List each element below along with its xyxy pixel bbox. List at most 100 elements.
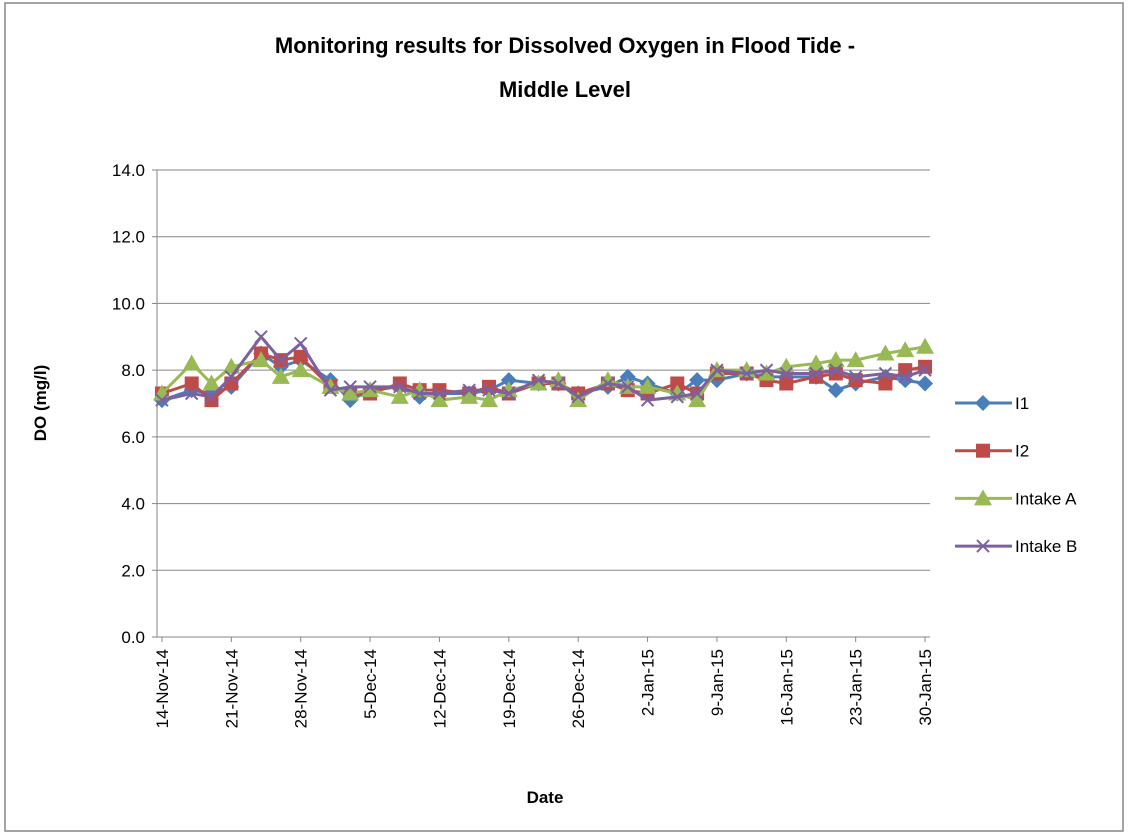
y-tick-label: 8.0 [121,361,145,380]
x-tick-label: 21-Nov-14 [222,649,241,728]
x-tick-label: 12-Dec-14 [430,649,449,728]
data-point [204,390,219,404]
x-tick-label: 28-Nov-14 [292,649,311,728]
data-point [809,366,823,381]
data-point [412,386,427,401]
data-point [569,391,588,408]
legend-label: Intake B [1015,537,1077,556]
data-point [432,386,447,401]
data-point [184,386,199,401]
chart-title: Monitoring results for Dissolved Oxygen … [275,33,855,58]
data-point [670,390,684,404]
data-point [827,382,844,399]
data-point [739,366,754,381]
data-point [779,366,794,381]
series [155,330,932,407]
data-point [807,354,826,371]
data-point [848,370,863,384]
data-point [182,354,201,371]
data-point [202,374,221,391]
legend-label: I1 [1015,394,1029,413]
data-point [917,375,934,392]
x-tick-label: 19-Dec-14 [500,649,519,728]
data-point [529,374,548,391]
data-point [254,330,268,344]
data-point [479,391,498,408]
data-point [502,386,516,401]
y-tick-label: 14.0 [112,161,145,180]
data-point [271,367,290,384]
data-point [601,376,615,391]
x-tick-label: 30-Jan-15 [916,649,935,726]
data-point [918,363,932,377]
data-point [710,363,724,377]
legend-marker [974,489,992,506]
data-point [291,361,310,378]
data-point [689,372,706,389]
data-point [482,383,496,397]
data-point [670,376,685,391]
data-point [155,393,169,407]
data-point [688,391,707,408]
series-line [161,334,926,402]
data-point [293,336,308,351]
x-tick-label: 5-Dec-14 [361,649,380,719]
data-point [531,373,546,387]
data-point [896,341,915,358]
x-tick-label: 16-Jan-15 [777,649,796,726]
data-point [462,383,476,397]
data-point [779,376,794,391]
x-axis-title: Date [527,788,564,807]
y-tick-label: 6.0 [121,428,145,447]
x-tick-label: 26-Dec-14 [569,649,588,728]
y-tick-label: 10.0 [112,294,145,313]
data-point [690,386,704,401]
y-tick-label: 2.0 [121,561,145,580]
data-point [826,351,845,368]
data-point [252,351,271,368]
data-point [571,390,585,404]
data-point [274,353,288,367]
data-point [759,363,774,377]
x-tick-label: 14-Nov-14 [153,649,172,728]
x-tick-label: 23-Jan-15 [847,649,866,726]
legend-marker [976,443,990,458]
data-point [460,387,479,404]
data-point [430,391,449,408]
data-point [224,370,239,384]
legend-label: Intake A [1015,489,1077,508]
y-tick-label: 4.0 [121,495,145,514]
data-point [638,377,657,394]
y-tick-label: 0.0 [121,628,145,647]
data-point [898,370,912,384]
data-point [876,344,895,361]
data-point [829,363,843,377]
data-point [846,351,865,368]
series-line [161,351,926,403]
legend-label: I2 [1015,442,1029,461]
data-point [500,372,517,389]
data-point [878,366,893,381]
data-point [341,384,360,401]
data-point [878,376,893,391]
chart-border [4,2,1124,832]
data-point [361,381,380,398]
data-point [293,349,308,364]
data-point [184,376,199,391]
data-point [640,393,655,407]
chart-title: Middle Level [499,77,631,102]
data-point [393,380,407,394]
x-tick-label: 2-Jan-15 [639,649,658,716]
data-point [621,380,635,394]
legend-marker [975,395,991,411]
data-point [916,337,935,354]
data-point [323,383,338,397]
legend-marker [976,539,990,553]
data-point [343,380,357,394]
data-point [619,368,636,385]
data-point [363,380,377,394]
data-point [828,366,843,381]
x-tick-label: 9-Jan-15 [708,649,727,716]
